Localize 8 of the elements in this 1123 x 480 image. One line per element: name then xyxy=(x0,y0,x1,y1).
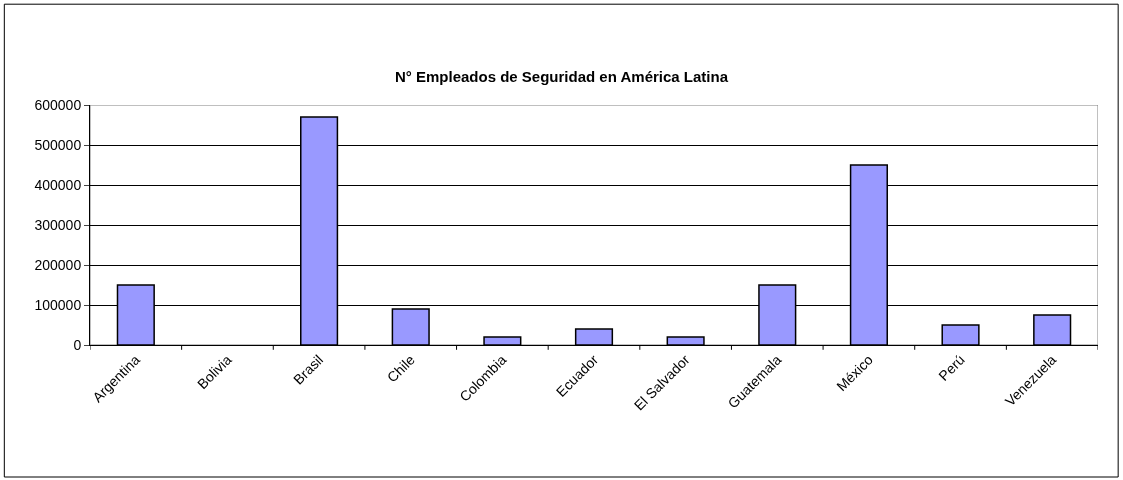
y-tick-label: 600000 xyxy=(34,96,82,113)
y-tick-label: 500000 xyxy=(34,136,82,153)
chart-title: N° Empleados de Seguridad en América Latina xyxy=(394,68,729,86)
y-tick-label: 300000 xyxy=(34,216,82,233)
y-tick-label: 200000 xyxy=(34,256,82,273)
y-tick-label: 100000 xyxy=(34,296,82,313)
y-tick-label: 400000 xyxy=(34,176,82,193)
y-tick-label: 0 xyxy=(73,336,82,353)
